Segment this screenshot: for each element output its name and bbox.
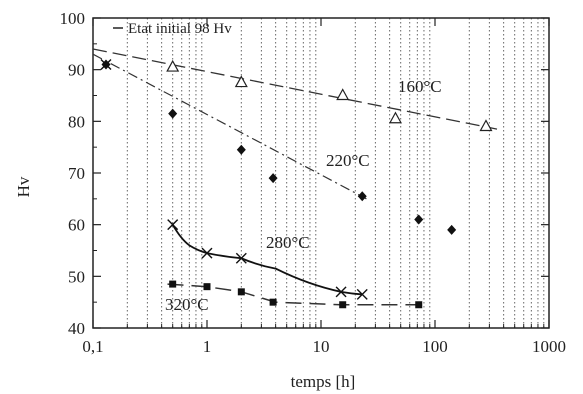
data-markers: [100, 59, 493, 309]
point-160: [388, 111, 402, 124]
x-axis-label: temps [h]: [291, 372, 356, 391]
legend-text: Etat initial 98 Hv: [128, 21, 232, 37]
vertical-grid-lines: [126, 18, 545, 328]
point-160: [234, 75, 248, 88]
point-280: [100, 59, 112, 70]
y-tick-label: 100: [60, 9, 86, 28]
y-tick-label: 60: [68, 216, 85, 235]
x-tick-label: 1: [203, 337, 212, 356]
y-tick-label: 40: [68, 319, 85, 338]
y-tick-label: 80: [68, 112, 85, 131]
series-label-320: 320°C: [165, 295, 209, 314]
point-320: [169, 280, 177, 288]
y-axis-label: Hv: [14, 176, 33, 197]
point-320: [415, 301, 423, 309]
point-280: [201, 247, 213, 259]
legend: Etat initial 98 Hv: [113, 21, 232, 37]
x-tick-label: 0,1: [82, 337, 103, 356]
point-320: [339, 301, 347, 309]
series-label-220: 220°C: [326, 151, 370, 170]
y-tick-label: 70: [68, 164, 85, 183]
trend-line-220: [92, 53, 367, 200]
point-160: [336, 88, 350, 101]
plot-frame: [92, 17, 550, 329]
y-tick-label: 50: [68, 267, 85, 286]
point-320: [237, 288, 245, 296]
point-320: [203, 283, 211, 291]
point-220: [236, 144, 246, 155]
series-label-160: 160°C: [398, 77, 442, 96]
point-220: [357, 191, 367, 202]
y-tick-label: 90: [68, 61, 85, 80]
trend-line-160: [92, 48, 498, 130]
axis-ticks: [92, 17, 550, 329]
series-label-280: 280°C: [266, 233, 310, 252]
point-220: [168, 108, 178, 119]
point-280: [356, 288, 368, 300]
point-320: [269, 298, 277, 306]
point-280: [167, 219, 179, 231]
trend-line-320: [167, 283, 421, 306]
point-220: [447, 224, 457, 235]
point-160: [166, 59, 180, 72]
x-tick-label: 1000: [532, 337, 566, 356]
x-tick-label: 10: [313, 337, 330, 356]
point-280: [235, 252, 247, 264]
point-220: [268, 173, 278, 184]
x-tick-label: 100: [422, 337, 448, 356]
point-220: [414, 214, 424, 225]
point-280: [335, 286, 347, 298]
axis-tick-labels: 0,1 1 10 100 1000 40 50 60 70 80 90 100: [60, 9, 567, 356]
point-160: [479, 119, 493, 132]
